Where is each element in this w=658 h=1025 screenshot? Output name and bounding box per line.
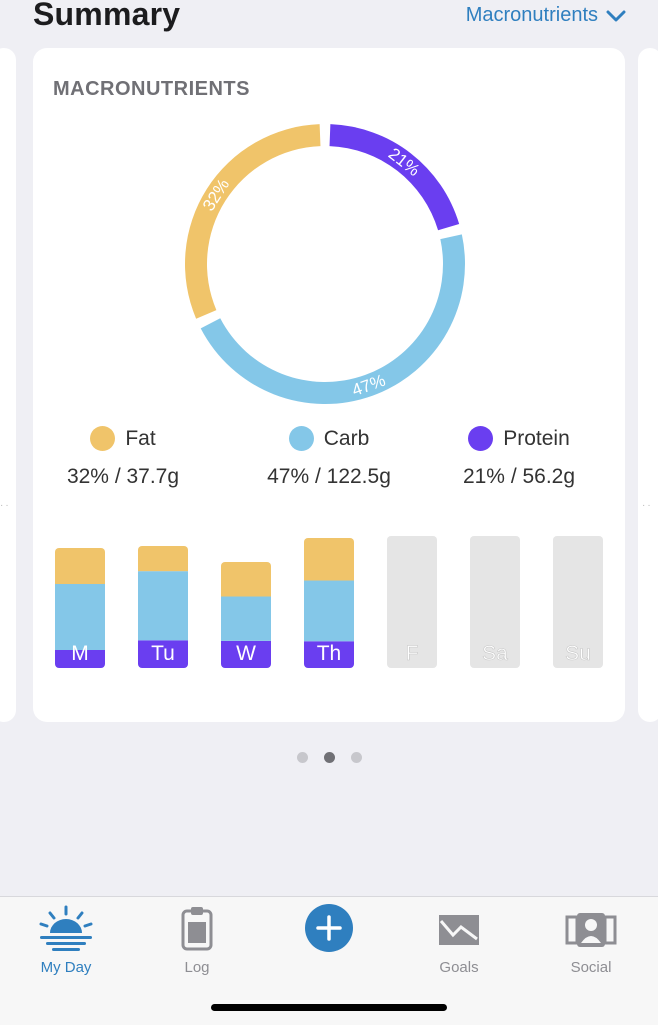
tab-label: Log <box>184 959 210 976</box>
legend-carb-value: 47% / 122.5g <box>267 465 391 488</box>
day-label: Sa <box>482 642 508 665</box>
protein-color-dot <box>468 426 494 451</box>
plus-icon <box>316 915 342 941</box>
donut-slice-carb <box>200 234 466 405</box>
legend-protein-label: Protein <box>503 426 570 450</box>
legend-fat: Fat 32% / 37.7g <box>33 426 213 489</box>
day-bar-m[interactable] <box>55 548 105 668</box>
legend-protein: Protein 21% / 56.2g <box>429 426 609 489</box>
home-indicator <box>211 1004 447 1011</box>
day-bar-su[interactable] <box>553 536 603 668</box>
macronutrient-donut-chart: 21%47%32% <box>185 124 466 405</box>
bar-segment-carb <box>55 584 105 650</box>
day-label: Tu <box>151 642 175 665</box>
legend-protein-value: 21% / 56.2g <box>462 465 576 488</box>
legend-carb: Carb 47% / 122.5g <box>239 426 419 489</box>
day-label: Th <box>317 642 342 665</box>
legend-carb-label: Carb <box>323 426 370 450</box>
day-label: M <box>71 642 89 665</box>
tab-label: Goals <box>439 959 479 976</box>
donut-slice-fat <box>185 124 321 319</box>
day-label: W <box>236 642 256 665</box>
carb-color-dot <box>288 426 314 451</box>
day-bar-tu[interactable] <box>138 546 188 668</box>
macronutrients-card: MACRONUTRIENTS 21% 47% 32% Fat 32% / 37.7g… <box>33 48 625 722</box>
selector-label: Macronutrients <box>465 4 598 26</box>
bar-segment-fat <box>221 562 271 597</box>
page-title: Summary <box>33 0 181 32</box>
people-icon <box>565 913 617 947</box>
tab-label: Social <box>570 959 612 976</box>
bar-segment-carb <box>221 596 271 641</box>
tab-my-day[interactable]: My Day <box>11 897 121 976</box>
next-card-handle: ·· <box>642 500 653 511</box>
sunrise-icon <box>39 905 93 951</box>
bar-segment-fat <box>55 548 105 584</box>
fat-color-dot <box>90 426 116 451</box>
page-dot[interactable] <box>296 752 308 763</box>
bar-segment-carb <box>304 580 354 642</box>
chevron-down-icon <box>606 10 626 21</box>
macronutrients-selector[interactable]: Macronutrients <box>466 4 626 27</box>
tab-label: My Day <box>40 959 92 976</box>
day-label: Su <box>565 642 591 665</box>
header: Summary Macronutrients <box>0 0 658 44</box>
card-title: MACRONUTRIENTS <box>53 78 250 100</box>
next-card-peek[interactable] <box>638 48 658 722</box>
weekly-macro-bar-chart: M Tu W Th F Sa Su <box>55 536 603 668</box>
tab-goals[interactable]: Goals <box>404 897 514 976</box>
page-dot-active[interactable] <box>323 752 335 763</box>
day-bar-f[interactable] <box>387 536 437 668</box>
donut-slice-protein <box>329 124 460 231</box>
bar-empty <box>553 536 603 668</box>
bar-empty <box>387 536 437 668</box>
legend-fat-label: Fat <box>125 426 156 450</box>
tab-social[interactable]: Social <box>536 897 646 976</box>
bar-empty <box>470 536 520 668</box>
page-dot[interactable] <box>350 752 362 763</box>
day-label: F <box>406 642 419 665</box>
day-bar-th[interactable] <box>304 538 354 668</box>
bar-segment-protein <box>304 641 354 668</box>
previous-card-handle: ·· <box>0 500 11 511</box>
clipboard-icon <box>181 907 213 951</box>
tab-log[interactable]: Log <box>142 897 252 976</box>
bar-segment-fat <box>304 538 354 581</box>
add-button[interactable] <box>305 904 353 952</box>
day-bar-sa[interactable] <box>470 536 520 668</box>
bar-segment-protein <box>221 640 271 668</box>
envelope-chart-icon <box>439 915 479 945</box>
previous-card-peek[interactable] <box>0 48 16 722</box>
day-bar-w[interactable] <box>221 562 271 668</box>
legend-fat-value: 32% / 37.7g <box>66 465 180 488</box>
bar-segment-carb <box>138 571 188 641</box>
bar-segment-fat <box>138 546 188 572</box>
bar-segment-protein <box>138 640 188 668</box>
page-indicator[interactable] <box>0 752 658 763</box>
bar-segment-protein <box>55 650 105 668</box>
